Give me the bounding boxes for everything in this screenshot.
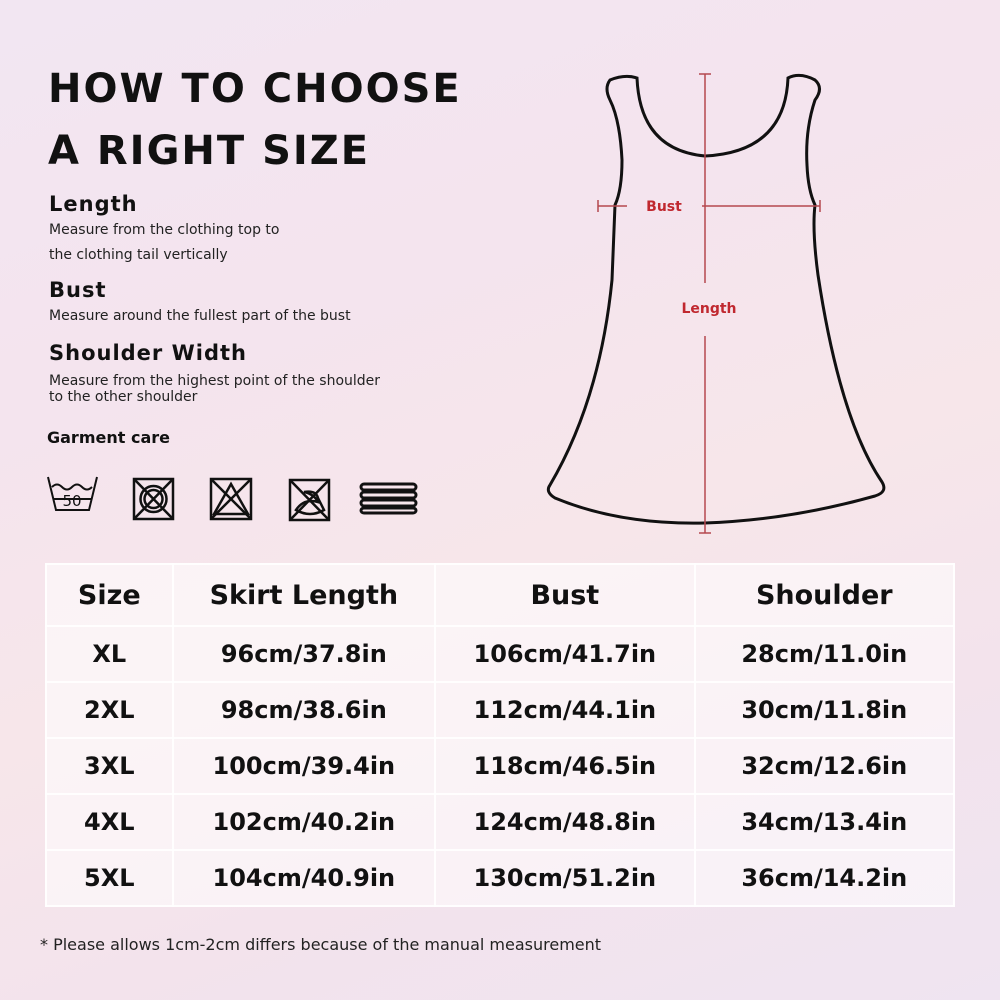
cell-bust: 130cm/51.2in (434, 849, 696, 907)
table-row: 2XL 98cm/38.6in 112cm/44.1in 30cm/11.8in (45, 681, 956, 739)
cell-size: 3XL (45, 737, 174, 795)
cell-size: 2XL (45, 681, 174, 739)
bust-section: Bust Measure around the fullest part of … (49, 276, 351, 329)
length-desc-2: the clothing tail vertically (49, 247, 228, 263)
shoulder-desc-1: Measure from the highest point of the sh… (49, 373, 381, 389)
cell-shoulder: 28cm/11.0in (693, 625, 956, 683)
cell-bust: 112cm/44.1in (434, 681, 696, 739)
cell-shoulder: 32cm/12.6in (693, 737, 956, 795)
cell-skirt-length: 98cm/38.6in (171, 681, 437, 739)
table-header: Size Skirt Length Bust Shoulder (45, 563, 956, 627)
measurement-note: * Please allows 1cm-2cm differs because … (40, 935, 602, 954)
header-shoulder: Shoulder (693, 563, 956, 627)
do-not-tumble-dry-icon (132, 477, 175, 521)
cell-size: XL (45, 625, 174, 683)
dress-outline (546, 73, 886, 525)
length-label: Length (681, 301, 736, 317)
bust-heading: Bust (49, 278, 107, 302)
length-section: Length Measure from the clothing top to … (49, 190, 279, 268)
bust-desc: Measure around the fullest part of the b… (49, 308, 351, 324)
length-desc-1: Measure from the clothing top to (49, 222, 280, 238)
bust-label: Bust (646, 199, 682, 215)
table-row: 3XL 100cm/39.4in 118cm/46.5in 32cm/12.6in (45, 737, 956, 795)
cell-bust: 118cm/46.5in (434, 737, 696, 795)
cell-bust: 124cm/48.8in (434, 793, 696, 851)
table-row: 4XL 102cm/40.2in 124cm/48.8in 34cm/13.4in (45, 793, 956, 851)
cell-skirt-length: 104cm/40.9in (171, 849, 437, 907)
size-table: Size Skirt Length Bust Shoulder XL 96cm/3… (45, 563, 956, 907)
care-icons: 50 (47, 476, 418, 522)
cell-skirt-length: 96cm/37.8in (171, 625, 437, 683)
cell-shoulder: 30cm/11.8in (693, 681, 956, 739)
page-title: HOW TO CHOOSE A RIGHT SIZE (48, 58, 462, 182)
measure-lines (597, 73, 821, 534)
cell-bust: 106cm/41.7in (434, 625, 696, 683)
do-not-bleach-icon (209, 477, 253, 521)
cell-skirt-length: 100cm/39.4in (171, 737, 437, 795)
cell-size: 5XL (45, 849, 174, 907)
wash-temp: 50 (62, 492, 81, 510)
table-row: XL 96cm/37.8in 106cm/41.7in 28cm/11.0in (45, 625, 956, 683)
cell-skirt-length: 102cm/40.2in (171, 793, 437, 851)
garment-care-label: Garment care (47, 428, 170, 447)
dry-flat-icon (359, 482, 418, 515)
header-skirt-length: Skirt Length (171, 563, 437, 627)
dress-diagram: Bust Length (546, 73, 886, 534)
table-row: 5XL 104cm/40.9in 130cm/51.2in 36cm/14.2in (45, 849, 956, 907)
cell-shoulder: 36cm/14.2in (693, 849, 956, 907)
title-line-1: HOW TO CHOOSE (48, 66, 462, 112)
title-line-2: A RIGHT SIZE (48, 128, 371, 174)
header-bust: Bust (434, 563, 696, 627)
shoulder-section: Shoulder Width Measure from the highest … (49, 339, 380, 405)
cell-size: 4XL (45, 793, 174, 851)
length-heading: Length (49, 192, 138, 216)
cell-shoulder: 34cm/13.4in (693, 793, 956, 851)
shoulder-desc-2: to the other shoulder (49, 389, 198, 405)
shoulder-heading: Shoulder Width (49, 341, 247, 365)
do-not-iron-icon (288, 478, 331, 522)
wash-50-icon: 50 (47, 476, 98, 511)
header-size: Size (45, 563, 174, 627)
